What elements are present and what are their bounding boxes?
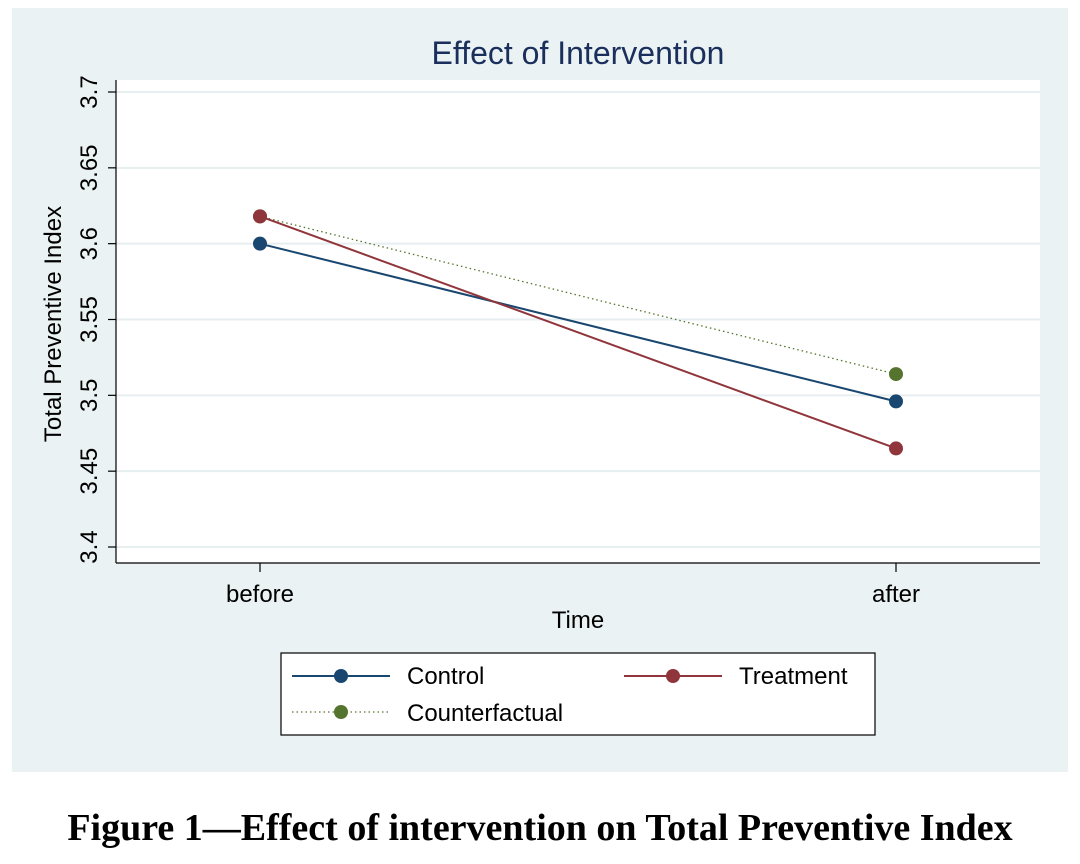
- series-layer: [253, 209, 903, 456]
- x-axis-label: Time: [552, 607, 604, 634]
- gridlines: [116, 91, 1040, 548]
- treatment-data-point: [253, 209, 267, 224]
- line-chart: Effect of Intervention 3.4 3.45 3.5 3.55 3.6…: [40, 35, 1040, 736]
- x-tick-label: before: [226, 581, 294, 608]
- chart-title: Effect of Intervention: [432, 35, 725, 71]
- y-tick-label: 3.7: [76, 75, 103, 108]
- treatment-data-point: [889, 441, 903, 456]
- legend-counterfactual-marker: [334, 705, 348, 719]
- y-tick-label: 3.65: [76, 144, 103, 191]
- counterfactual-data-point: [889, 367, 903, 382]
- control-data-point: [253, 236, 267, 251]
- legend: Control Treatment Counterfactual: [280, 652, 876, 736]
- control-series-line: [259, 242, 897, 403]
- y-tick-label: 3.4: [76, 530, 103, 563]
- legend-treatment-marker: [666, 669, 680, 683]
- counterfactual-series-line: [259, 215, 897, 375]
- legend-control-label: Control: [407, 663, 484, 690]
- plot-area: [116, 80, 1040, 563]
- legend-treatment-label: Treatment: [739, 663, 848, 690]
- legend-counterfactual-label: Counterfactual: [407, 700, 563, 727]
- y-tick-label: 3.6: [76, 227, 103, 260]
- x-tick-label: after: [872, 581, 920, 608]
- y-tick-label: 3.55: [76, 296, 103, 343]
- figure-caption: Figure 1—Effect of intervention on Total…: [67, 807, 1013, 849]
- y-axis-label: Total Preventive Index: [40, 206, 67, 442]
- legend-box: [280, 652, 876, 736]
- y-tick-label: 3.5: [76, 379, 103, 412]
- treatment-series-line: [259, 215, 897, 450]
- axes: 3.4 3.45 3.5 3.55 3.6 3.65 3.7 before after: [76, 75, 1040, 608]
- legend-control-marker: [334, 669, 348, 683]
- control-data-point: [889, 394, 903, 409]
- figure-panel: Effect of Intervention 3.4 3.45 3.5 3.55 3.6…: [12, 8, 1068, 772]
- y-tick-label: 3.45: [76, 448, 103, 495]
